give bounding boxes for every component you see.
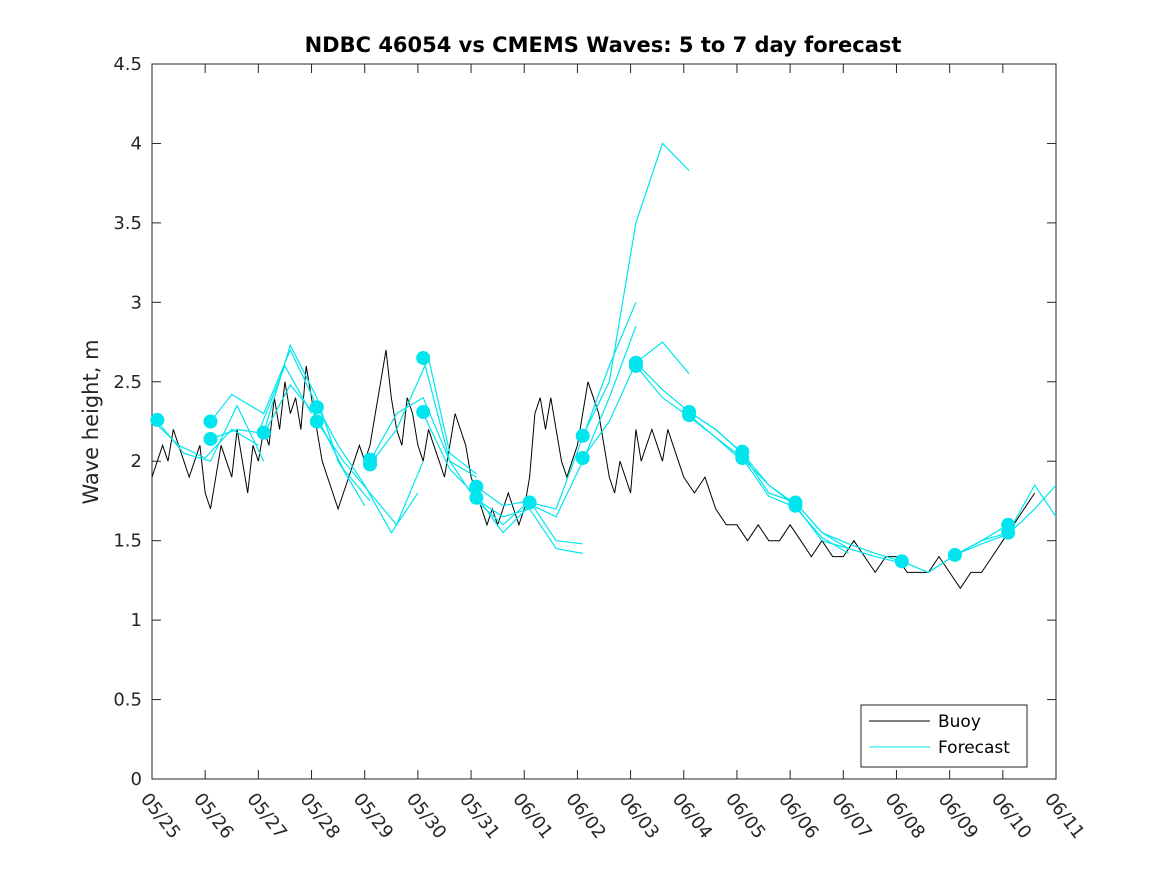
forecast-line (263, 343, 366, 507)
legend-forecast-label: Forecast (938, 738, 1010, 758)
y-tick-label: 0.5 (113, 690, 142, 711)
x-tick-label: 06/06 (774, 789, 822, 843)
x-tick-label: 05/28 (296, 789, 344, 843)
x-tick-label: 06/10 (987, 789, 1035, 843)
forecast-line (156, 404, 265, 462)
forecast-marker (788, 498, 803, 513)
x-tick-label: 06/04 (668, 789, 716, 843)
legend-box (860, 704, 1028, 768)
x-tick-label: 06/02 (561, 789, 609, 843)
forecast-line (369, 396, 477, 478)
chart-title: NDBC 46054 vs CMEMS Waves: 5 to 7 day fo… (305, 33, 902, 57)
forecast-marker (469, 479, 484, 494)
forecast-marker (1001, 525, 1016, 540)
y-axis: 0 0.5 1 1.5 2 2.5 3 3.5 4 4.5 (113, 54, 1056, 790)
forecast-line (794, 505, 902, 564)
forecast-marker (628, 358, 643, 373)
forecast-marker (363, 457, 378, 472)
x-tick-label: 06/07 (827, 789, 875, 843)
x-tick-label: 05/25 (136, 789, 184, 843)
y-tick-label: 2 (131, 451, 142, 472)
buoy-series (151, 349, 1036, 590)
forecast-marker (947, 547, 962, 562)
forecast-marker (256, 425, 271, 440)
y-tick-label: 1 (131, 610, 142, 631)
forecast-line (582, 142, 690, 437)
y-tick-label: 4.5 (113, 54, 142, 75)
x-tick-label: 05/26 (189, 789, 237, 843)
y-axis-label: Wave height, m (79, 339, 103, 504)
y-tick-label: 0 (131, 769, 142, 790)
x-tick-label: 06/01 (508, 789, 556, 843)
plot-frame (151, 63, 1057, 780)
buoy-line (151, 349, 1036, 590)
x-tick-label: 05/29 (349, 789, 397, 843)
forecast-marker (416, 404, 431, 419)
forecast-marker (469, 490, 484, 505)
forecast-marker (309, 414, 324, 429)
forecast-line (316, 421, 424, 526)
x-tick-label: 05/27 (242, 789, 290, 843)
forecast-marker (735, 451, 750, 466)
forecast-marker (203, 431, 218, 446)
forecast-marker (522, 495, 537, 510)
x-tick-label: 06/03 (615, 789, 663, 843)
y-tick-label: 2.5 (113, 372, 142, 393)
forecast-marker (309, 400, 324, 415)
forecast-marker (416, 350, 431, 365)
y-tick-label: 3 (131, 292, 142, 313)
x-tick-label: 06/09 (934, 789, 982, 843)
forecast-marker (150, 412, 165, 427)
forecast-line (316, 405, 419, 534)
forecast-marker (575, 428, 590, 443)
forecast-marker (682, 408, 697, 423)
y-tick-label: 3.5 (113, 213, 142, 234)
forecast-line (794, 502, 902, 562)
x-tick-label: 05/31 (455, 789, 503, 843)
forecast-markers (150, 350, 1016, 569)
x-tick-label: 06/08 (881, 789, 929, 843)
forecast-marker (203, 414, 218, 429)
y-tick-label: 4 (131, 133, 142, 154)
x-tick-label: 06/05 (721, 789, 769, 843)
x-tick-label: 06/11 (1040, 789, 1088, 843)
legend: Buoy Forecast (860, 704, 1028, 768)
forecast-marker (894, 554, 909, 569)
forecast-line (210, 348, 318, 422)
x-tick-label: 05/30 (402, 789, 450, 843)
y-tick-label: 1.5 (113, 531, 142, 552)
forecast-marker (575, 451, 590, 466)
legend-buoy-label: Buoy (938, 712, 981, 732)
